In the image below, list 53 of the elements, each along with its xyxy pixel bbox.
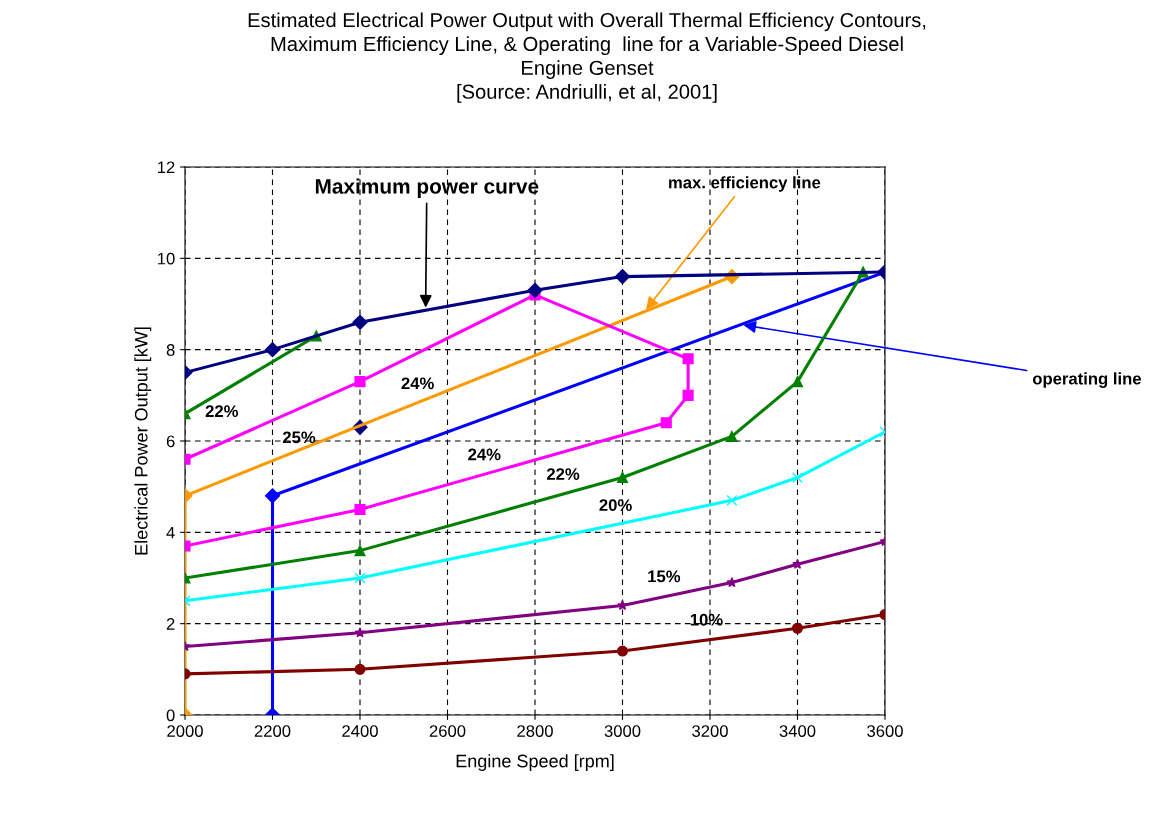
y-tick-label: 10 — [158, 252, 175, 265]
point — [682, 389, 694, 401]
annotation: Maximum power curve — [315, 178, 539, 198]
annotation: 24% — [401, 377, 434, 390]
x-tick-label: 2600 — [429, 725, 466, 737]
y-tick-label: 6 — [166, 435, 175, 448]
x-tick-label: 3000 — [604, 725, 641, 737]
annotation: 22% — [546, 468, 580, 480]
point — [264, 342, 281, 358]
annotation: 20% — [599, 499, 632, 512]
point — [791, 376, 804, 388]
point — [264, 488, 281, 504]
point — [354, 545, 366, 557]
y-tick-label: 2 — [166, 618, 175, 630]
annotation: operating line — [1032, 372, 1141, 388]
point — [617, 599, 628, 611]
x-tick-label: 2200 — [254, 725, 291, 737]
point — [792, 558, 803, 569]
annotation: 25% — [282, 431, 316, 444]
point — [726, 494, 738, 506]
point — [614, 269, 631, 285]
annotation: 22% — [205, 405, 239, 418]
annotation: 24% — [468, 448, 501, 461]
point — [354, 627, 366, 638]
y-axis-title: Electrical Power Output [kW] — [134, 327, 152, 555]
point — [660, 417, 672, 429]
annotation: max. efficiency line — [669, 176, 821, 192]
point — [354, 663, 366, 675]
y-tick-label: 8 — [166, 344, 175, 356]
point — [791, 622, 804, 634]
x-tick-label: 3400 — [779, 725, 816, 737]
x-tick-label: 3200 — [692, 725, 728, 737]
x-tick-label: 2000 — [167, 725, 203, 737]
x-axis-title: Engine Speed [rpm] — [456, 754, 614, 771]
point — [726, 430, 738, 442]
x-tick-label: 3600 — [867, 725, 903, 737]
y-tick-label: 12 — [158, 161, 175, 174]
point — [354, 376, 366, 388]
point — [616, 471, 629, 484]
point — [354, 572, 366, 584]
point — [682, 353, 694, 365]
y-tick-label: 0 — [166, 709, 175, 722]
point — [791, 471, 804, 484]
point — [527, 282, 543, 298]
annotation: 15% — [648, 570, 681, 583]
point — [354, 503, 366, 516]
x-tick-label: 2800 — [517, 725, 553, 737]
chart-title: Estimated Electrical Power Output with Overall Thermal Efficiency Contours, Maximum Efficiency Line, & Operating line for a Variable-Speed Diesel Engine Genset [Source: Andriulli, et al, 2001] — [248, 12, 926, 103]
point — [616, 645, 629, 657]
annotation: 10% — [690, 613, 723, 626]
point — [352, 314, 368, 330]
y-tick-label: 4 — [166, 526, 175, 539]
x-tick-label: 2400 — [342, 725, 378, 737]
